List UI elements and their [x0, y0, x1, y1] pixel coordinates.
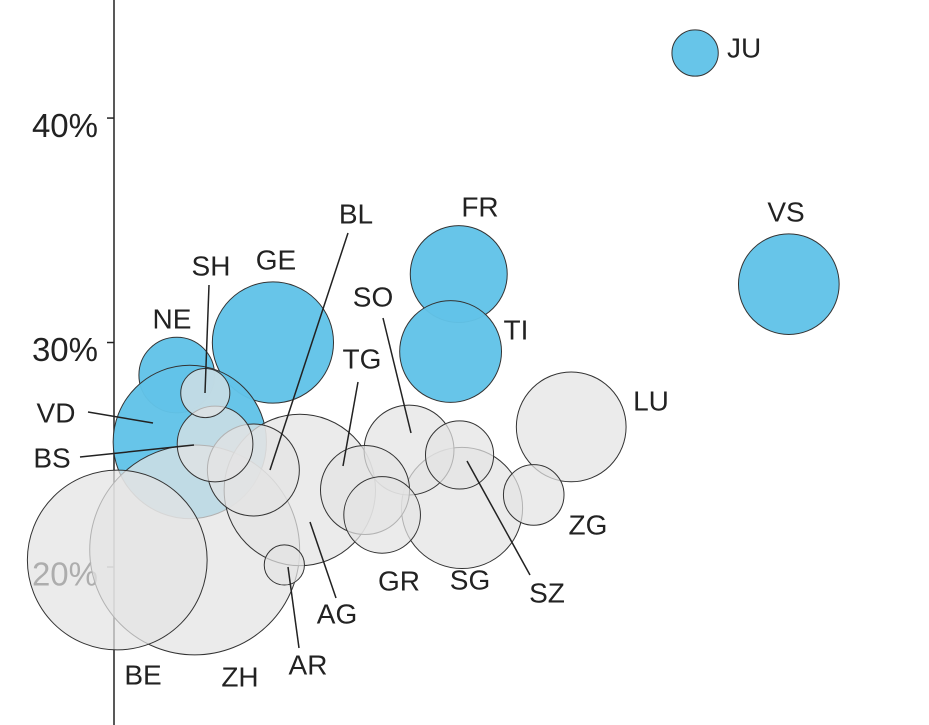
bubble-label: GR	[378, 565, 420, 596]
leader-line	[382, 317, 412, 434]
bubble-label: JU	[727, 32, 761, 63]
bubble	[502, 464, 565, 526]
leader-line	[466, 460, 531, 576]
leader-line	[287, 566, 300, 649]
bubble-label: BS	[33, 442, 70, 473]
bubble-label: GE	[256, 244, 296, 275]
leader-line	[309, 521, 337, 599]
bubble-label: SG	[450, 564, 490, 595]
leader-line	[79, 444, 195, 458]
bubble	[671, 29, 719, 77]
bubble-label: SO	[353, 281, 393, 312]
bubble	[26, 469, 208, 651]
y-tick-label: 40%	[32, 107, 98, 144]
bubble-label: ZG	[569, 509, 608, 540]
bubble	[737, 233, 840, 336]
bubble-label: TG	[343, 343, 382, 374]
bubble-label: VS	[767, 196, 804, 227]
bubble-label: ZH	[221, 661, 258, 692]
bubble-label: FR	[461, 191, 498, 222]
bubble	[399, 300, 503, 403]
y-tick-label: 30%	[32, 331, 98, 368]
bubble-label: LU	[633, 385, 669, 416]
leader-line	[87, 411, 154, 424]
leader-line	[204, 284, 210, 394]
bubble	[424, 420, 495, 490]
bubble-label: SZ	[529, 577, 565, 608]
leader-line	[269, 232, 349, 471]
bubble-label: TI	[504, 314, 529, 345]
bubble-label: VD	[37, 397, 76, 428]
bubble-label: BL	[339, 198, 373, 229]
bubble-label: BE	[124, 659, 161, 690]
bubble-label: NE	[153, 303, 192, 334]
leader-line	[342, 381, 359, 467]
bubble	[343, 476, 421, 554]
bubble	[176, 405, 254, 483]
bubble	[515, 371, 627, 483]
bubble-label: AR	[289, 649, 328, 680]
bubble-label: SH	[192, 250, 231, 281]
bubble	[211, 281, 335, 404]
bubble	[263, 544, 305, 586]
bubble-label: AG	[317, 598, 357, 629]
